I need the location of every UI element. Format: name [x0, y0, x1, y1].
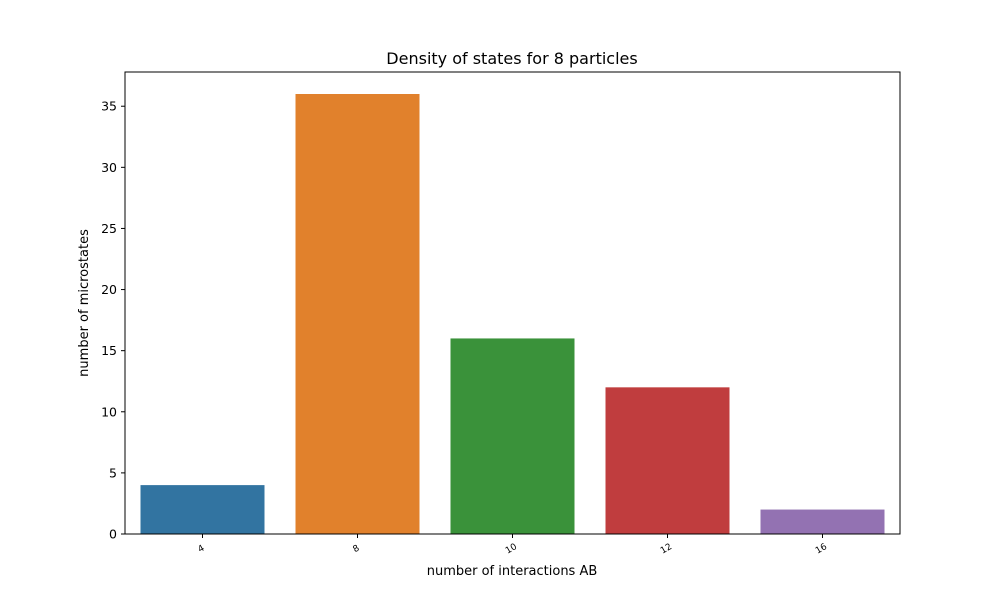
y-axis-label: number of microstates	[77, 229, 92, 377]
y-tick-label-5: 5	[109, 465, 117, 480]
bar-4	[140, 485, 265, 534]
chart-title: Density of states for 8 particles	[386, 49, 637, 68]
x-tick-label-4: 4	[197, 543, 207, 555]
y-tick-label-25: 25	[101, 221, 117, 236]
x-tick-label-12: 12	[659, 542, 674, 556]
y-tick-label-30: 30	[101, 160, 117, 175]
y-tick-label-10: 10	[101, 404, 117, 419]
x-tick-label-16: 16	[814, 542, 829, 557]
y-tick-label-20: 20	[101, 282, 117, 297]
y-tick-label-15: 15	[101, 343, 117, 358]
plot-frame	[124, 71, 901, 535]
x-axis: 4 8 10 12 16	[197, 534, 829, 557]
y-axis: 0 5 10 15 20 25 30 35	[101, 99, 125, 542]
bars-layer	[140, 94, 885, 534]
bar-12	[605, 387, 730, 534]
x-tick-label-8: 8	[352, 543, 362, 555]
bar-16	[760, 509, 885, 534]
y-tick-label-0: 0	[109, 527, 117, 542]
x-tick-label-10: 10	[504, 542, 519, 557]
y-tick-label-35: 35	[101, 99, 117, 114]
x-axis-label: number of interactions AB	[427, 564, 598, 579]
bar-8	[295, 94, 420, 534]
bar-10	[450, 338, 575, 534]
